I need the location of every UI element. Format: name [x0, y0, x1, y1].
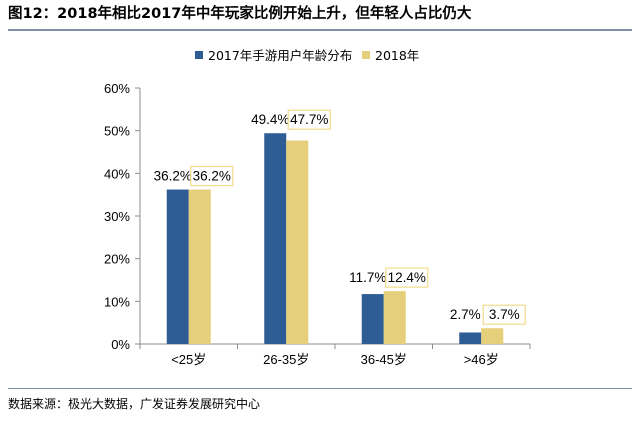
legend-swatch-1 — [362, 51, 370, 59]
x-tick-label-1: 26-35岁 — [263, 352, 309, 367]
figure-title: 图12：2018年相比2017年中年玩家比例开始上升，但年轻人占比仍大 — [8, 6, 472, 22]
x-tick-label-2: 36-45岁 — [361, 352, 407, 367]
y-tick-label-6: 60% — [104, 81, 130, 96]
y-tick-label-3: 30% — [104, 209, 130, 224]
data-label-0-0: 36.2% — [154, 169, 192, 184]
bar-0-0 — [166, 189, 189, 344]
chart-bars — [166, 133, 504, 344]
x-tick-label-0: <25岁 — [171, 352, 206, 367]
data-label-0-1: 49.4% — [251, 112, 289, 127]
bar-1-1 — [286, 140, 309, 344]
bar-1-0 — [188, 189, 211, 344]
x-axis: <25岁 26-35岁 36-45岁 >46岁 — [139, 343, 531, 367]
bar-1-3 — [481, 328, 504, 344]
title-divider — [8, 29, 632, 31]
data-label-box-1-0 — [190, 165, 234, 187]
data-label-0-2: 11.7% — [349, 270, 386, 285]
data-label-box-1-2 — [385, 267, 429, 288]
y-axis: 0% 10% 20% 30% 40% 50% 60% — [104, 81, 141, 352]
bar-0-1 — [264, 133, 287, 344]
data-label-0-3: 2.7% — [450, 307, 481, 322]
data-label-box-1-1 — [287, 109, 331, 130]
footer-divider — [8, 388, 632, 389]
data-label-box-1-3 — [482, 304, 526, 325]
y-tick-label-1: 10% — [104, 294, 130, 309]
chart-legend: 2017年手游用户年龄分布 2018年 — [195, 48, 419, 63]
bar-1-2 — [383, 291, 406, 344]
y-tick-label-0: 0% — [111, 337, 130, 352]
legend-swatch-0 — [195, 51, 203, 59]
y-tick-label-4: 40% — [104, 166, 130, 181]
bar-0-3 — [459, 332, 482, 344]
y-tick-label-2: 20% — [104, 252, 130, 267]
data-source: 数据来源：极光大数据，广发证券发展研究中心 — [8, 397, 261, 411]
x-tick-label-3: >46岁 — [464, 352, 499, 367]
data-label-1-0: 36.2% — [193, 169, 231, 184]
data-label-1-2: 12.4% — [388, 270, 426, 285]
data-label-1-1: 47.7% — [290, 112, 328, 127]
y-tick-label-5: 50% — [104, 124, 130, 139]
legend-label-0: 2017年手游用户年龄分布 — [208, 48, 352, 63]
data-label-1-3: 3.7% — [489, 307, 520, 322]
bar-0-2 — [361, 294, 384, 344]
data-labels: 36.2% 36.2% 49.4% 47.7% 11.7% 12.4% 2.7% 3.7% — [154, 109, 526, 325]
legend-label-1: 2018年 — [375, 48, 419, 63]
